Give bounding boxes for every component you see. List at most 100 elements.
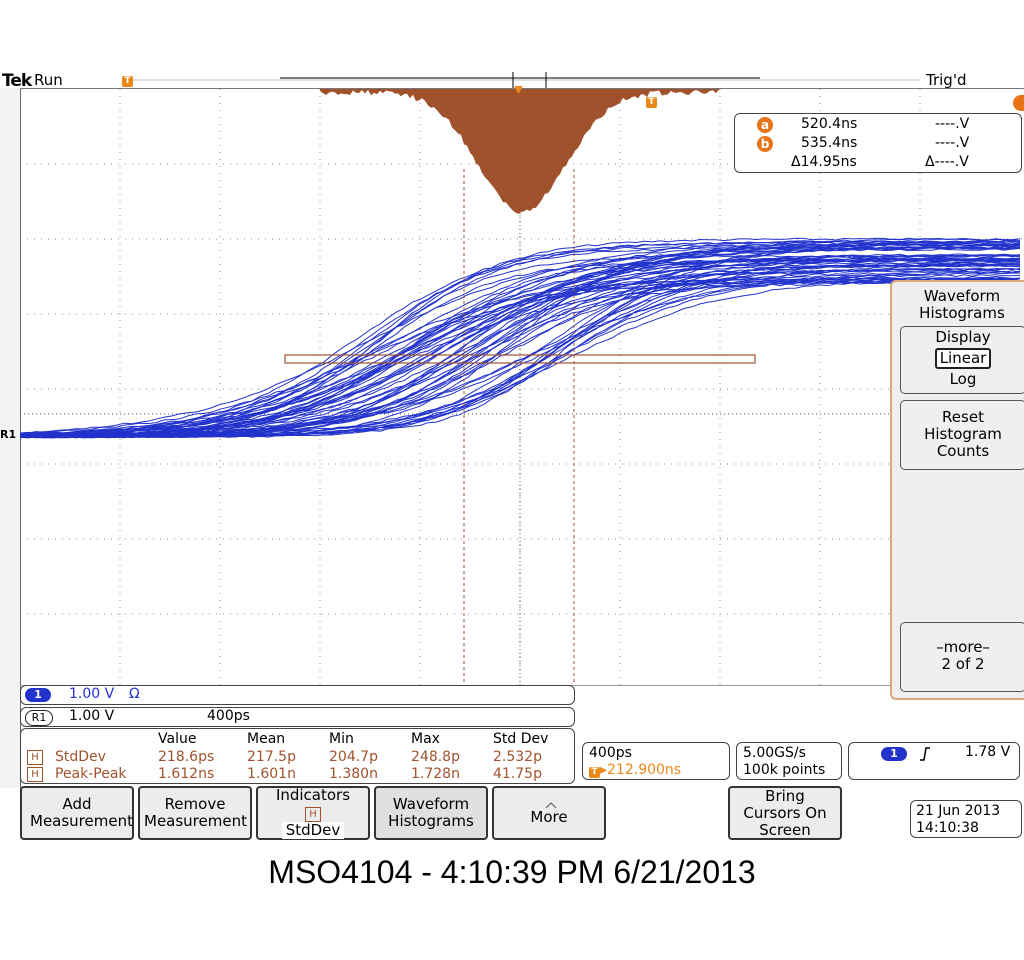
status-bar (0, 70, 1024, 90)
trigger-delay-icon: T (589, 767, 600, 778)
cursor-b-volt: ----.V (935, 135, 970, 151)
meas-name: Peak-Peak (55, 766, 127, 782)
bring-cursors-button[interactable]: Bring Cursors On Screen (728, 786, 842, 840)
histogram-meas-icon: H (27, 750, 43, 765)
ref-1-readout[interactable]: R1 1.00 V 400ps (20, 707, 575, 727)
cursor-a-time: 520.4ns (801, 116, 858, 132)
waveform-trace (20, 257, 1021, 439)
col-min: Min (329, 731, 354, 747)
waveform-trace (20, 246, 1021, 434)
trigger-source-badge: 1 (881, 747, 907, 761)
histogram-shape (320, 89, 720, 214)
more-button-label: More (530, 807, 568, 826)
cursor-a-volt: ----.V (935, 116, 970, 132)
add-measurement-button[interactable]: Add Measurement (20, 786, 134, 840)
waveform-display[interactable]: T (20, 86, 1024, 686)
histogram-meas-icon: H (27, 767, 43, 782)
trigger-readout[interactable]: 1 1.78 V (848, 742, 1020, 780)
table-row[interactable]: H Peak-Peak 1.612ns 1.601n 1.380n 1.728n… (21, 766, 576, 782)
side-menu-title: Waveform Histograms (919, 287, 1005, 322)
waveform-trace (20, 270, 1021, 438)
trigger-point-icon (514, 86, 523, 94)
more-button[interactable]: More (492, 786, 606, 840)
cursor-delta-time: Δ14.95ns (791, 154, 857, 170)
waveform-trace (20, 279, 1021, 439)
col-mean: Mean (247, 731, 286, 747)
meas-min: 204.7p (329, 749, 378, 765)
ref-1-badge: R1 (25, 710, 53, 726)
col-stddev: Std Dev (493, 731, 549, 747)
waveform-trace (20, 269, 1021, 436)
waveform-trace (20, 267, 1021, 438)
histogram-box (284, 354, 756, 364)
channel-1-scale: 1.00 V (69, 686, 115, 702)
display-scale-button[interactable]: Display Linear Log (900, 326, 1024, 394)
channel-1-badge: 1 (25, 688, 51, 702)
ref-1-scale: 1.00 V (69, 708, 115, 724)
meas-value: 1.612ns (158, 766, 215, 782)
table-row[interactable]: H StdDev 218.6ps 217.5p 204.7p 248.8p 2.… (21, 749, 576, 765)
meas-value: 218.6ps (158, 749, 215, 765)
log-option[interactable]: Log (949, 370, 977, 388)
meas-stddev: 41.75p (493, 766, 542, 782)
more-menu-button[interactable]: –more– 2 of 2 (900, 622, 1024, 692)
more-page: 2 of 2 (941, 655, 985, 673)
record-length: 100k points (743, 762, 826, 778)
meas-mean: 1.601n (247, 766, 296, 782)
meas-name: StdDev (55, 749, 106, 765)
trigger-level: 1.78 V (965, 744, 1011, 760)
measurement-header: Value Mean Min Max Std Dev (21, 731, 576, 747)
waveform-histograms-button[interactable]: Waveform Histograms (374, 786, 488, 840)
cursor-b-time: 535.4ns (801, 135, 858, 151)
reset-histogram-counts-button[interactable]: Reset Histogram Counts (900, 400, 1024, 470)
meas-stddev: 2.532p (493, 749, 542, 765)
indicators-label: Indicators (275, 786, 351, 804)
ref-1-timebase: 400ps (207, 708, 250, 724)
indicators-value: StdDev (282, 822, 344, 839)
meas-min: 1.380n (329, 766, 378, 782)
trigger-state: Trig'd (926, 71, 967, 89)
sample-rate: 5.00GS/s (743, 745, 806, 761)
cursor-b-marker-icon (1013, 95, 1024, 111)
screenshot-caption: MSO4104 - 4:10:39 PM 6/21/2013 (268, 854, 756, 890)
display-label: Display (935, 328, 991, 346)
rising-edge-icon (920, 747, 930, 761)
acquisition-readout[interactable]: 5.00GS/s 100k points (736, 742, 842, 780)
meas-mean: 217.5p (247, 749, 296, 765)
channel-1-readout[interactable]: 1 1.00 V Ω (20, 685, 575, 705)
horizontal-scale: 400ps (589, 745, 632, 761)
cursor-a-icon: a (757, 117, 773, 133)
waveform-trace (20, 240, 1021, 437)
col-max: Max (411, 731, 440, 747)
cursor-b-icon: b (757, 136, 773, 152)
side-menu: Waveform Histograms Display Linear Log R… (890, 280, 1024, 700)
meas-max: 1.728n (411, 766, 460, 782)
indicators-tag-icon: H (305, 807, 321, 822)
meas-max: 248.8p (411, 749, 460, 765)
horizontal-position: ▸212.900ns (600, 762, 682, 778)
waveform-trace (20, 246, 1021, 438)
linear-option[interactable]: Linear (934, 348, 992, 369)
brand-logo: Tek (2, 71, 32, 91)
cursor-readout: a 520.4ns ----.V b 535.4ns ----.V Δ14.95… (734, 113, 1022, 173)
waveform-trace (20, 263, 1021, 439)
measurement-table: Value Mean Min Max Std Dev H StdDev 218.… (20, 728, 575, 784)
remove-measurement-button[interactable]: Remove Measurement (138, 786, 252, 840)
indicators-button[interactable]: Indicators H StdDev (256, 786, 370, 840)
waveform-trace (20, 247, 1021, 438)
trigger-position-icon: T (122, 76, 133, 87)
run-state: Run (34, 71, 63, 89)
time: 14:10:38 (916, 820, 979, 836)
waveform-trace (20, 263, 1021, 439)
trigger-time-icon: T (646, 97, 657, 108)
waveform-traces (20, 237, 1021, 439)
more-label: –more– (936, 638, 990, 656)
date: 21 Jun 2013 (916, 803, 1001, 819)
ref1-ground-marker-icon: R1 (0, 428, 17, 441)
datetime-readout: 21 Jun 2013 14:10:38 (910, 800, 1022, 838)
ohm-icon: Ω (129, 686, 140, 702)
graticule (20, 89, 1024, 685)
chevron-up-icon (545, 801, 557, 808)
horizontal-readout[interactable]: 400ps T ▸212.900ns (582, 742, 730, 780)
col-value: Value (158, 731, 197, 747)
